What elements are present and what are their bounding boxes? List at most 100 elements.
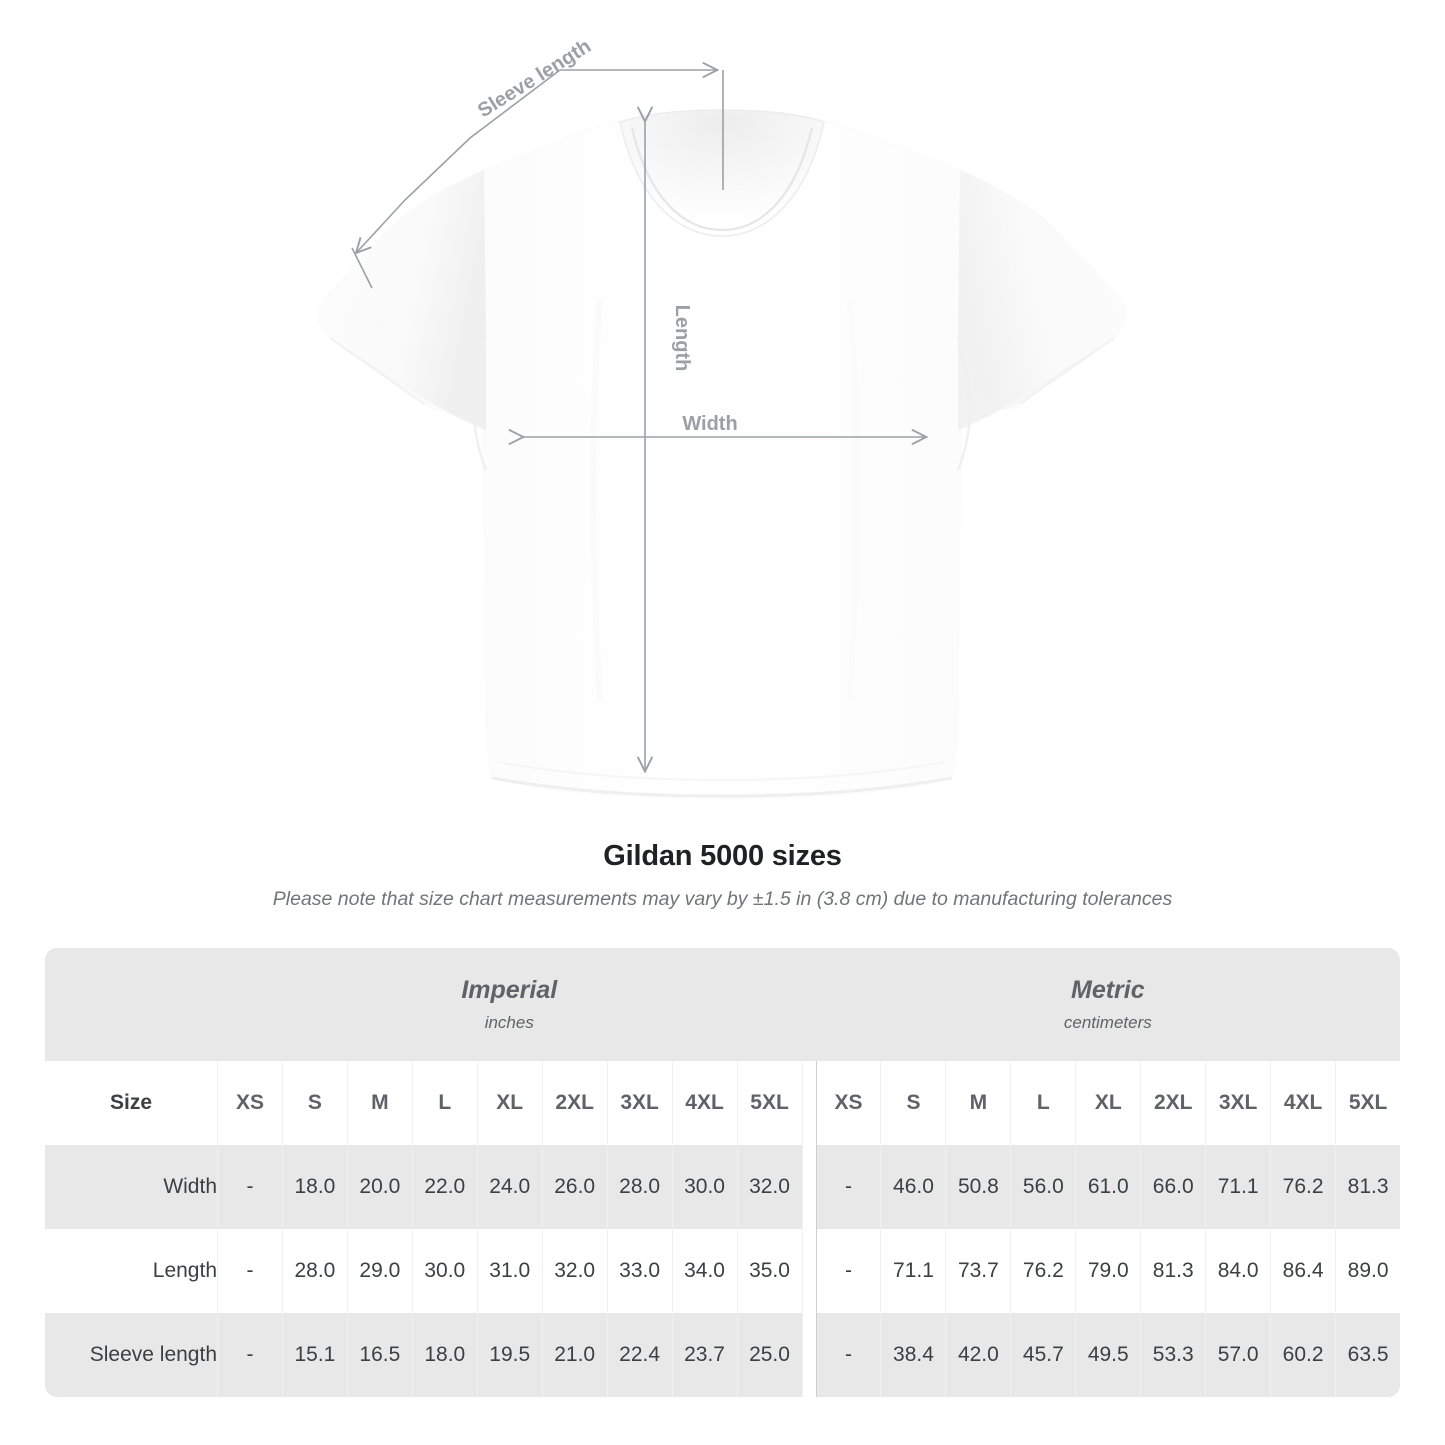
unit-name: Imperial — [461, 976, 558, 1005]
cell-length-imperial-5xl: 35.0 — [736, 1229, 802, 1313]
size-header-2xl: 2XL — [1140, 1061, 1206, 1145]
size-header-3xl: 3XL — [606, 1061, 672, 1145]
size-header-m: M — [945, 1061, 1011, 1145]
cell-width-imperial-5xl: 32.0 — [736, 1145, 802, 1229]
cell-sleeve-length-metric-5xl: 63.5 — [1335, 1313, 1401, 1397]
cell-width-metric-xs: - — [815, 1145, 881, 1229]
cell-length-imperial-xl: 31.0 — [476, 1229, 542, 1313]
size-header-l: L — [411, 1061, 477, 1145]
cell-sleeve-length-metric-m: 42.0 — [945, 1313, 1011, 1397]
unit-gap-cell — [801, 1229, 816, 1313]
size-header-xl: XL — [1075, 1061, 1141, 1145]
tshirt-diagram: Sleeve length Length Width — [317, 35, 1127, 799]
cell-sleeve-length-metric-xl: 49.5 — [1075, 1313, 1141, 1397]
cell-sleeve-length-imperial-l: 18.0 — [411, 1313, 477, 1397]
cell-width-metric-s: 46.0 — [880, 1145, 946, 1229]
sleeve-length-label: Sleeve length — [474, 35, 595, 122]
size-header-xs: XS — [217, 1061, 282, 1145]
cell-length-metric-3xl: 84.0 — [1205, 1229, 1271, 1313]
cell-sleeve-length-imperial-5xl: 25.0 — [736, 1313, 802, 1397]
table-row: Sleeve length -15.1 16.5 18.0 19.5 21.0 22.4 23… — [45, 1313, 1401, 1397]
unit-gap-cell — [801, 1061, 816, 1145]
size-header-3xl: 3XL — [1205, 1061, 1271, 1145]
size-header-4xl: 4XL — [1270, 1061, 1336, 1145]
unit-subtitle: centimeters — [1063, 1013, 1152, 1033]
cell-length-imperial-4xl: 34.0 — [671, 1229, 737, 1313]
cell-length-metric-2xl: 81.3 — [1140, 1229, 1206, 1313]
cell-length-metric-s: 71.1 — [880, 1229, 946, 1313]
cell-width-metric-4xl: 76.2 — [1270, 1145, 1336, 1229]
cell-sleeve-length-metric-4xl: 60.2 — [1270, 1313, 1336, 1397]
cell-length-metric-l: 76.2 — [1010, 1229, 1076, 1313]
cell-width-metric-l: 56.0 — [1010, 1145, 1076, 1229]
cell-width-imperial-4xl: 30.0 — [671, 1145, 737, 1229]
cell-sleeve-length-metric-xs: - — [815, 1313, 881, 1397]
column-header-size: Size — [45, 1061, 217, 1145]
cell-sleeve-length-imperial-4xl: 23.7 — [671, 1313, 737, 1397]
unit-gap-cell — [801, 1145, 816, 1229]
cell-length-imperial-s: 28.0 — [281, 1229, 347, 1313]
cell-length-metric-xs: - — [815, 1229, 881, 1313]
cell-length-metric-xl: 79.0 — [1075, 1229, 1141, 1313]
shirt-silhouette — [317, 109, 1127, 799]
cell-sleeve-length-imperial-2xl: 21.0 — [541, 1313, 607, 1397]
size-header-4xl: 4XL — [671, 1061, 737, 1145]
cell-width-metric-3xl: 71.1 — [1205, 1145, 1271, 1229]
unit-banner-imperial: Imperial inches — [217, 948, 802, 1061]
cell-length-imperial-xs: - — [217, 1229, 282, 1313]
cell-length-metric-4xl: 86.4 — [1270, 1229, 1336, 1313]
cell-sleeve-length-imperial-m: 16.5 — [346, 1313, 412, 1397]
cell-width-imperial-s: 18.0 — [281, 1145, 347, 1229]
cell-width-imperial-m: 20.0 — [346, 1145, 412, 1229]
cell-width-imperial-l: 22.0 — [411, 1145, 477, 1229]
size-header-xs: XS — [815, 1061, 881, 1145]
cell-sleeve-length-metric-l: 45.7 — [1010, 1313, 1076, 1397]
unit-banner-row: Imperial inches Metric centimeters — [45, 948, 1401, 1061]
size-header-m: M — [346, 1061, 412, 1145]
size-table: Imperial inches Metric centimeters Size XS S M L… — [45, 948, 1401, 1397]
cell-length-imperial-l: 30.0 — [411, 1229, 477, 1313]
page-title: Gildan 5000 sizes — [603, 840, 842, 872]
tshirt-illustration: Sleeve length Length Width — [317, 35, 1127, 799]
cell-length-metric-m: 73.7 — [945, 1229, 1011, 1313]
cell-width-imperial-xs: - — [217, 1145, 282, 1229]
row-label-sleeve-length: Sleeve length — [45, 1313, 217, 1397]
size-header-5xl: 5XL — [1335, 1061, 1401, 1145]
size-header-s: S — [281, 1061, 347, 1145]
unit-subtitle: inches — [484, 1013, 534, 1033]
length-label: Length — [671, 305, 693, 372]
unit-banner-metric: Metric centimeters — [815, 948, 1401, 1061]
cell-sleeve-length-metric-3xl: 57.0 — [1205, 1313, 1271, 1397]
unit-gap-cell — [801, 1313, 816, 1397]
row-label-length: Length — [45, 1229, 217, 1313]
unit-name: Metric — [1071, 976, 1145, 1005]
cell-sleeve-length-metric-s: 38.4 — [880, 1313, 946, 1397]
cell-width-imperial-3xl: 28.0 — [606, 1145, 672, 1229]
cell-width-metric-2xl: 66.0 — [1140, 1145, 1206, 1229]
cell-length-imperial-m: 29.0 — [346, 1229, 412, 1313]
size-header-s: S — [880, 1061, 946, 1145]
cell-sleeve-length-metric-2xl: 53.3 — [1140, 1313, 1206, 1397]
cell-width-metric-xl: 61.0 — [1075, 1145, 1141, 1229]
table-row: Width -18.0 20.0 22.0 24.0 26.0 28.0 30.0 32.0-4… — [45, 1145, 1401, 1229]
chart-heading: Gildan 5000 sizes Please note that size … — [0, 838, 1445, 913]
table-header-row: Size XS S M L XL 2XL 3XL 4XL 5XL XS S M L XL 2XL 3XL 4XL 5… — [45, 1061, 1401, 1145]
cell-width-metric-5xl: 81.3 — [1335, 1145, 1401, 1229]
sleeve-diagonal-arrow — [357, 69, 561, 252]
cell-sleeve-length-imperial-s: 15.1 — [281, 1313, 347, 1397]
width-label: Width — [682, 413, 737, 435]
cell-length-metric-5xl: 89.0 — [1335, 1229, 1401, 1313]
unit-banner-gap — [801, 948, 816, 1061]
cell-length-imperial-3xl: 33.0 — [606, 1229, 672, 1313]
row-label-width: Width — [45, 1145, 217, 1229]
sleeve-hem-tick — [351, 247, 373, 289]
table-row: Length -28.0 29.0 30.0 31.0 32.0 33.0 34.0 35.0-… — [45, 1229, 1401, 1313]
cell-sleeve-length-imperial-3xl: 22.4 — [606, 1313, 672, 1397]
size-chart-table: Imperial inches Metric centimeters Size XS S M L… — [45, 948, 1401, 1397]
measurement-lines — [351, 69, 925, 770]
cell-sleeve-length-imperial-xs: - — [217, 1313, 282, 1397]
cell-width-imperial-2xl: 26.0 — [541, 1145, 607, 1229]
size-header-2xl: 2XL — [541, 1061, 607, 1145]
unit-banner-spacer — [45, 948, 217, 1061]
size-header-5xl: 5XL — [736, 1061, 802, 1145]
